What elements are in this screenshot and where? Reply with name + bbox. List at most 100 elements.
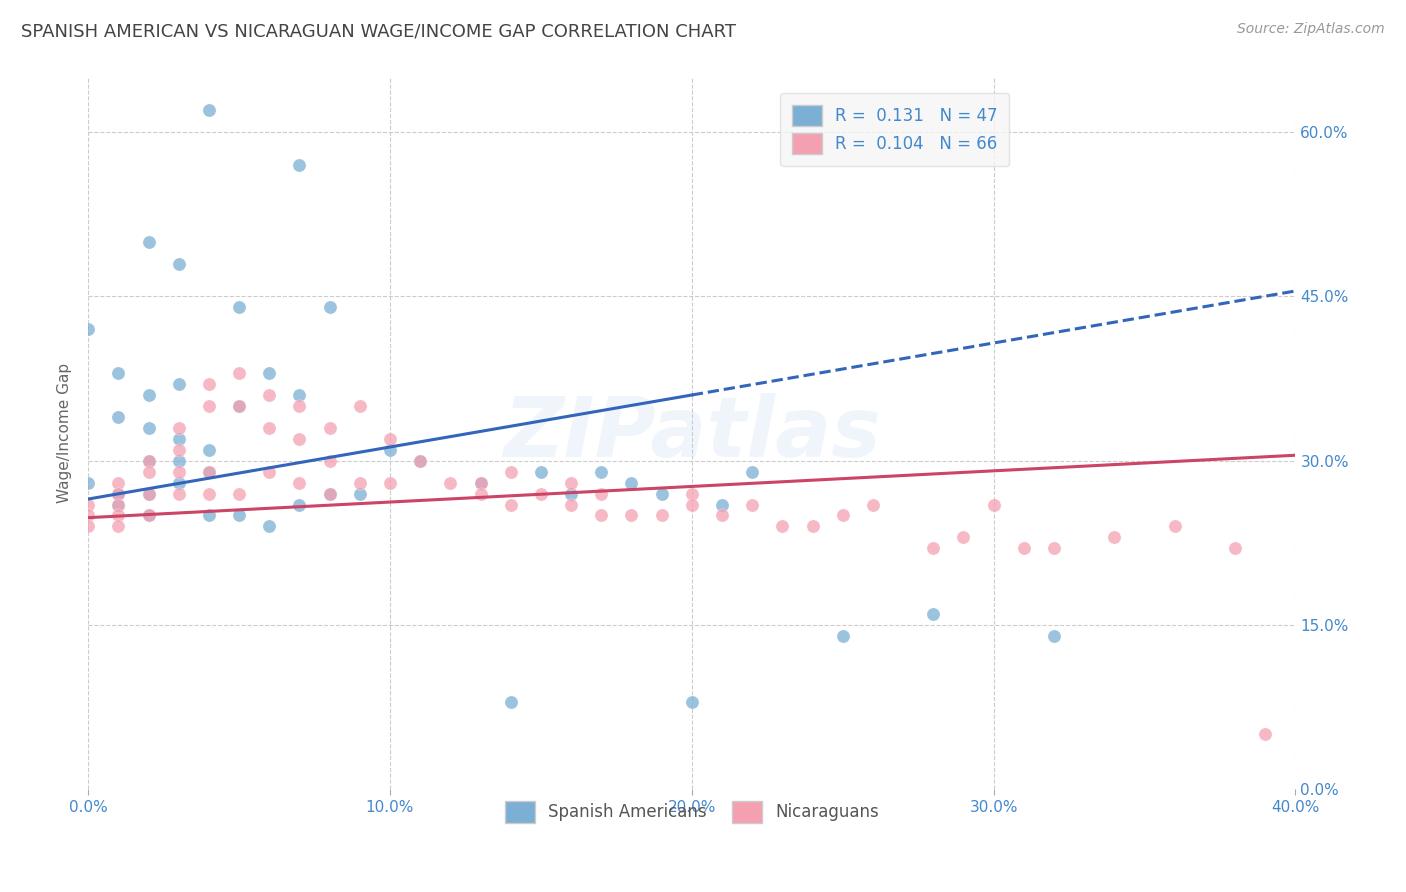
Point <box>470 486 492 500</box>
Point <box>198 103 221 118</box>
Point <box>922 541 945 556</box>
Point <box>167 442 190 457</box>
Point <box>801 519 824 533</box>
Point <box>138 421 160 435</box>
Point <box>591 465 613 479</box>
Point <box>681 486 703 500</box>
Point <box>288 432 311 446</box>
Point <box>983 498 1005 512</box>
Point <box>1012 541 1035 556</box>
Point <box>378 442 401 457</box>
Point <box>138 388 160 402</box>
Point <box>318 486 340 500</box>
Point <box>711 498 734 512</box>
Point <box>318 486 340 500</box>
Point <box>741 498 763 512</box>
Point <box>681 498 703 512</box>
Point <box>77 519 100 533</box>
Point <box>138 508 160 523</box>
Point <box>167 465 190 479</box>
Point <box>138 486 160 500</box>
Point <box>378 432 401 446</box>
Point <box>620 508 643 523</box>
Point <box>198 508 221 523</box>
Point <box>138 453 160 467</box>
Point <box>257 519 280 533</box>
Text: SPANISH AMERICAN VS NICARAGUAN WAGE/INCOME GAP CORRELATION CHART: SPANISH AMERICAN VS NICARAGUAN WAGE/INCO… <box>21 22 737 40</box>
Point <box>681 695 703 709</box>
Point <box>288 388 311 402</box>
Y-axis label: Wage/Income Gap: Wage/Income Gap <box>58 363 72 503</box>
Point <box>831 629 853 643</box>
Point <box>107 409 129 424</box>
Point <box>228 366 250 380</box>
Point <box>651 486 673 500</box>
Point <box>107 366 129 380</box>
Point <box>318 453 340 467</box>
Point <box>198 399 221 413</box>
Point <box>77 498 100 512</box>
Point <box>107 498 129 512</box>
Point <box>318 421 340 435</box>
Point <box>228 399 250 413</box>
Point <box>499 498 522 512</box>
Point <box>831 508 853 523</box>
Point <box>470 475 492 490</box>
Point <box>439 475 461 490</box>
Point <box>741 465 763 479</box>
Point <box>591 486 613 500</box>
Point <box>228 486 250 500</box>
Point <box>1043 541 1066 556</box>
Point <box>318 301 340 315</box>
Point <box>560 486 582 500</box>
Point <box>952 530 974 544</box>
Point <box>1043 629 1066 643</box>
Point <box>107 498 129 512</box>
Point <box>349 475 371 490</box>
Point <box>862 498 884 512</box>
Point <box>107 486 129 500</box>
Point <box>198 442 221 457</box>
Point <box>107 519 129 533</box>
Point <box>228 399 250 413</box>
Point <box>711 508 734 523</box>
Point <box>560 475 582 490</box>
Point <box>288 475 311 490</box>
Point <box>257 388 280 402</box>
Point <box>138 235 160 249</box>
Point <box>1254 727 1277 741</box>
Point <box>198 465 221 479</box>
Point <box>409 453 432 467</box>
Point <box>651 508 673 523</box>
Point <box>77 322 100 336</box>
Point <box>470 475 492 490</box>
Point <box>349 486 371 500</box>
Point <box>530 465 553 479</box>
Point <box>167 475 190 490</box>
Point <box>620 475 643 490</box>
Point <box>288 498 311 512</box>
Point <box>167 432 190 446</box>
Point <box>198 465 221 479</box>
Point <box>198 486 221 500</box>
Point <box>138 486 160 500</box>
Point <box>530 486 553 500</box>
Text: Source: ZipAtlas.com: Source: ZipAtlas.com <box>1237 22 1385 37</box>
Point <box>288 158 311 172</box>
Point <box>1164 519 1187 533</box>
Point <box>138 508 160 523</box>
Point <box>228 508 250 523</box>
Text: ZIPatlas: ZIPatlas <box>503 392 880 474</box>
Point <box>167 421 190 435</box>
Point <box>138 465 160 479</box>
Point <box>1223 541 1246 556</box>
Point <box>198 377 221 392</box>
Point <box>77 508 100 523</box>
Point <box>107 486 129 500</box>
Point <box>138 453 160 467</box>
Point <box>560 498 582 512</box>
Point <box>257 465 280 479</box>
Legend: Spanish Americans, Nicaraguans: Spanish Americans, Nicaraguans <box>494 789 890 834</box>
Point <box>349 399 371 413</box>
Point <box>409 453 432 467</box>
